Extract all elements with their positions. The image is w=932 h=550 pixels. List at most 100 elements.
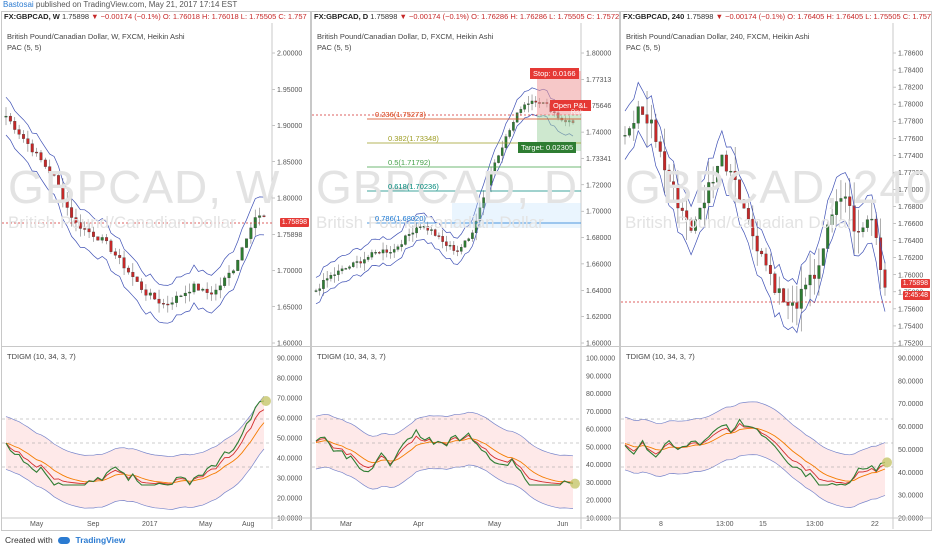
last-price-text: 1.75898 (686, 12, 714, 21)
chart-panel-weekly[interactable]: FX:GBPCAD, W 1.75898 ▼ −0.00174 (−0.1%) … (1, 11, 311, 531)
osc-signal-line (315, 438, 574, 483)
candle-down (426, 226, 429, 231)
candle-up (707, 182, 711, 204)
last-price-text: 1.75898 (61, 12, 90, 21)
price-tick-label: 1.77200 (898, 170, 923, 177)
candle-up (415, 227, 418, 234)
candle-down (22, 134, 25, 139)
osc-highlight-marker (570, 478, 580, 489)
change-text: ▼ −0.00174 (−0.1%) (399, 12, 470, 21)
candle-down (113, 251, 117, 256)
price-tick-label: 1.66000 (586, 261, 611, 268)
indicator-label-pac: PAC (5, 5) (626, 43, 661, 52)
osc-tick-label: 80.0000 (898, 378, 923, 385)
stop-label[interactable]: Stop: 0.0166 (530, 68, 579, 79)
risk-label: Risk (571, 110, 583, 116)
author-link[interactable]: Bastosai (3, 0, 34, 9)
candle-down (456, 250, 459, 252)
candle-up (348, 266, 351, 269)
chart-canvas[interactable]: 2.00000 1.95000 1.90000 1.85000 1.80000 1.758… (2, 23, 310, 529)
pane-divider[interactable] (621, 346, 931, 347)
candle-up (218, 285, 222, 291)
candle-down (676, 185, 680, 209)
indicator-label-tdigm: TDIGM (10, 34, 3, 7) (317, 352, 386, 361)
osc-highlight-marker (261, 396, 271, 406)
candle-down (210, 292, 213, 295)
candle-down (140, 281, 144, 290)
osc-signal-line (5, 422, 265, 484)
candle-up (325, 278, 329, 281)
candle-up (404, 235, 407, 245)
candle-down (39, 152, 43, 161)
pane-divider[interactable] (2, 346, 310, 347)
candle-down (48, 166, 52, 174)
target-label[interactable]: Target: 0.02305 (518, 142, 577, 153)
candle-down (30, 143, 34, 153)
candle-down (17, 129, 21, 135)
candle-up (515, 112, 519, 123)
candle-down (738, 179, 742, 201)
candle-up (777, 288, 781, 293)
candle-down (654, 119, 658, 142)
candle-down (437, 235, 441, 237)
candle-down (52, 172, 56, 176)
candle-down (92, 231, 95, 237)
price-tick-label: 1.78400 (898, 68, 923, 75)
candle-down (65, 199, 69, 208)
chart-panel-4h[interactable]: FX:GBPCAD, 240 1.75898 ▼ −0.00174 (−0.1%… (620, 11, 932, 531)
time-tick-label: 15 (759, 521, 767, 528)
price-tick-label: 1.65000 (277, 304, 302, 311)
candle-up (179, 295, 183, 298)
indicator-label-pac: PAC (5, 5) (317, 43, 352, 52)
candle-up (201, 288, 205, 291)
price-tick-label: 1.77600 (898, 136, 923, 143)
symbol-header: FX:GBPCAD, W 1.75898 ▼ −0.00174 (−0.1%) … (2, 12, 310, 22)
candle-down (751, 218, 755, 237)
candle-up (870, 218, 874, 221)
candle-up (527, 103, 530, 105)
price-tick-label: 1.64000 (586, 288, 611, 295)
candle-down (733, 170, 737, 180)
pane-divider[interactable] (312, 346, 619, 347)
candle-down (773, 273, 777, 293)
chart-canvas[interactable]: 1.78600 1.78400 1.78200 1.78000 1.77800 1.776… (621, 23, 931, 529)
price-tick-label: 1.77000 (898, 187, 923, 194)
candle-down (680, 207, 684, 211)
time-tick-label: 13:00 (806, 521, 824, 528)
time-tick-label: Aug (242, 521, 255, 528)
candle-down (848, 196, 852, 206)
candle-up (729, 170, 733, 173)
candle-up (649, 119, 653, 124)
candle-up (493, 162, 497, 174)
candle-down (122, 257, 126, 269)
price-tick-label: 1.76800 (898, 204, 923, 211)
osc-tick-label: 10.0000 (277, 516, 302, 523)
open-pl-label[interactable]: Open P&L (550, 100, 591, 111)
osc-tick-label: 60.0000 (898, 424, 923, 431)
price-tick-label: 1.72000 (586, 182, 611, 189)
time-tick-label: 13:00 (716, 521, 734, 528)
time-tick-label: 2017 (142, 521, 158, 528)
chart-title: British Pound/Canadian Dollar, 240, FXCM… (626, 32, 810, 41)
price-tick-label: 1.76600 (898, 221, 923, 228)
candle-down (166, 303, 170, 306)
chart-panel-daily[interactable]: FX:GBPCAD, D 1.75898 ▼ −0.00174 (−0.1%) … (311, 11, 620, 531)
osc-tick-label: 40.0000 (898, 470, 923, 477)
tradingview-link[interactable]: TradingView (75, 535, 126, 545)
osc-fast-line (315, 434, 574, 485)
candle-down (724, 154, 728, 172)
candle-up (236, 259, 240, 271)
osc-tick-label: 40.0000 (277, 456, 302, 463)
candle-up (508, 130, 511, 137)
candle-down (385, 249, 389, 253)
osc-tick-label: 80.0000 (586, 391, 611, 398)
candle-up (467, 238, 470, 241)
chart-canvas[interactable]: 1.80000 1.77313 1.75646 1.74000 1.73341 1.720… (312, 23, 619, 529)
candle-up (698, 207, 702, 220)
symbol: FX:GBPCAD, 240 (623, 12, 685, 21)
candle-down (685, 210, 689, 220)
candle-up (249, 227, 253, 239)
candle-down (764, 253, 768, 266)
pac-lower-band (5, 134, 265, 324)
candle-up (821, 248, 825, 266)
